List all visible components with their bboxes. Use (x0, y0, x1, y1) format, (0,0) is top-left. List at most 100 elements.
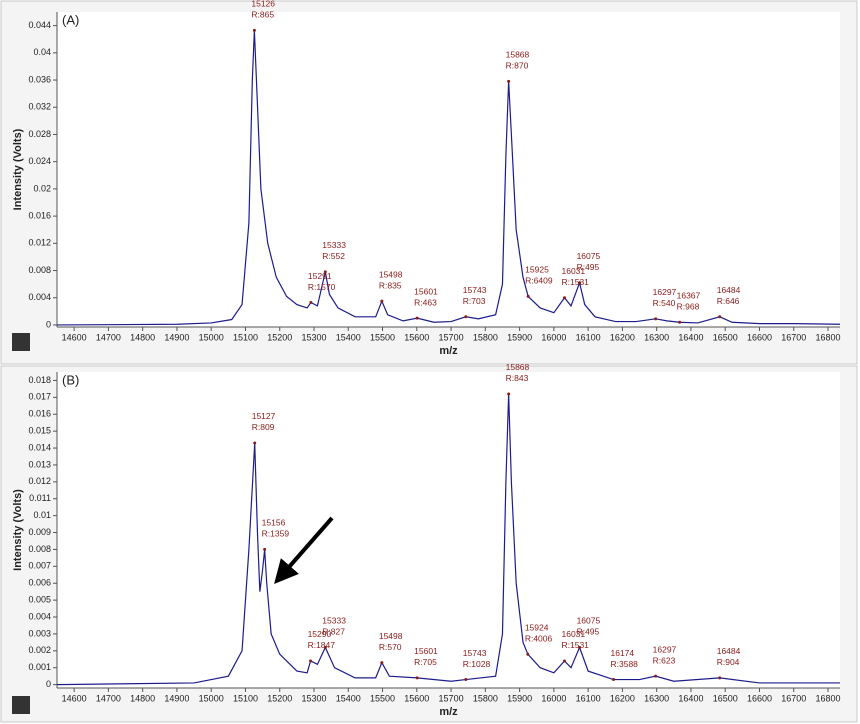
peak-resolution: R:1847 (308, 640, 336, 650)
peak-mass: 15498 (379, 269, 403, 279)
qr-icon (12, 696, 30, 714)
panel-label: (B) (62, 372, 79, 387)
y-tick-label: 0 (46, 679, 51, 689)
x-tick-label: 15200 (267, 332, 292, 342)
peak-resolution: R:495 (577, 262, 600, 272)
peak-resolution: R:703 (463, 296, 486, 306)
peak-marker (718, 315, 722, 319)
peak-resolution: R:552 (322, 251, 345, 261)
x-tick-label: 16600 (747, 693, 772, 703)
x-tick-label: 16500 (713, 332, 738, 342)
peak-resolution: R:1531 (561, 277, 589, 287)
x-tick-label: 15500 (370, 693, 395, 703)
x-tick-label: 15600 (404, 693, 429, 703)
peak-mass: 15333 (322, 240, 346, 250)
peak-resolution: R:835 (379, 280, 402, 290)
x-tick-label: 16100 (576, 332, 601, 342)
y-tick-label: 0.009 (28, 527, 51, 537)
y-tick-label: 0.007 (28, 561, 51, 571)
x-axis-label: m/z (439, 345, 458, 357)
peak-resolution: R:843 (506, 373, 529, 383)
peak-resolution: R:968 (677, 301, 700, 311)
x-tick-label: 16100 (576, 693, 601, 703)
y-tick-label: 0.001 (28, 662, 51, 672)
peak-marker (562, 659, 566, 663)
peak-mass: 15743 (463, 285, 487, 295)
peak-resolution: R:4006 (525, 633, 553, 643)
peak-marker (380, 661, 384, 665)
x-tick-label: 16500 (713, 693, 738, 703)
y-tick-label: 0.016 (28, 409, 51, 419)
x-tick-label: 16800 (815, 332, 840, 342)
x-tick-label: 16700 (781, 693, 806, 703)
peak-marker (526, 294, 530, 298)
peak-mass: 16031 (561, 629, 585, 639)
y-tick-label: 0.008 (28, 544, 51, 554)
y-tick-label: 0.044 (28, 20, 51, 30)
y-tick-label: 0.004 (28, 292, 51, 302)
x-tick-label: 14600 (62, 332, 87, 342)
peak-resolution: R:1028 (463, 659, 491, 669)
y-tick-label: 0.017 (28, 392, 51, 402)
peak-resolution: R:6409 (525, 276, 553, 286)
x-axis-label: m/z (439, 706, 458, 718)
peak-mass: 15925 (525, 265, 549, 275)
y-axis-label: Intensity (Volts) (12, 128, 24, 210)
y-tick-label: 0.002 (28, 645, 51, 655)
x-tick-label: 15600 (404, 332, 429, 342)
x-tick-label: 15800 (473, 693, 498, 703)
peak-resolution: R:1531 (561, 640, 589, 650)
peak-resolution: R:705 (414, 657, 437, 667)
peak-marker (309, 659, 313, 663)
x-tick-label: 14600 (62, 693, 87, 703)
x-tick-label: 15000 (199, 332, 224, 342)
peak-resolution: R:870 (506, 61, 529, 71)
y-tick-label: 0.036 (28, 74, 51, 84)
peak-mass: 15333 (322, 616, 346, 626)
peak-marker (415, 676, 419, 680)
x-tick-label: 15400 (336, 693, 361, 703)
arrow (274, 516, 334, 585)
qr-icon (12, 333, 30, 351)
x-tick-label: 15900 (507, 332, 532, 342)
x-tick-label: 15300 (301, 693, 326, 703)
peak-resolution: R:646 (717, 296, 740, 306)
y-tick-label: 0.016 (28, 210, 51, 220)
x-tick-label: 15100 (233, 332, 258, 342)
peak-mass: 15743 (463, 648, 487, 658)
peak-marker (263, 547, 267, 551)
peak-resolution: R:809 (252, 422, 275, 432)
y-tick-label: 0.012 (28, 476, 51, 486)
peak-marker (464, 678, 468, 682)
spectrum-line (56, 30, 841, 326)
x-tick-label: 16700 (781, 332, 806, 342)
y-tick-label: 0.004 (28, 611, 51, 621)
peak-mass: 16174 (610, 648, 634, 658)
x-tick-label: 16000 (541, 693, 566, 703)
y-tick-label: 0.01 (33, 510, 51, 520)
peak-mass: 15868 (506, 50, 530, 60)
y-tick-label: 0.011 (29, 493, 51, 503)
peak-marker (380, 299, 384, 303)
x-tick-label: 16000 (541, 332, 566, 342)
peak-resolution: R:904 (717, 657, 740, 667)
x-tick-label: 14900 (164, 693, 189, 703)
x-tick-label: 16200 (610, 693, 635, 703)
y-tick-label: 0.015 (28, 426, 51, 436)
x-tick-label: 15000 (199, 693, 224, 703)
peak-marker (654, 317, 658, 321)
peak-marker (415, 316, 419, 320)
plot-area (57, 372, 840, 688)
peak-resolution: R:1570 (308, 282, 336, 292)
peak-resolution: R:3588 (610, 659, 638, 669)
y-tick-label: 0.012 (28, 238, 51, 248)
peak-marker (252, 28, 256, 32)
peak-mass: 15156 (262, 518, 286, 528)
peak-resolution: R:570 (379, 642, 402, 652)
y-tick-label: 0.008 (28, 265, 51, 275)
peak-marker (507, 79, 511, 83)
panel-label: (A) (62, 12, 79, 27)
x-tick-label: 16400 (678, 693, 703, 703)
peak-marker (309, 301, 313, 305)
